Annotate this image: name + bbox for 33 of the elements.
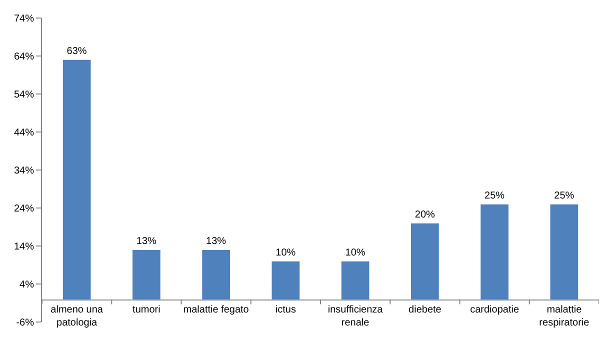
x-tick-label: malattie respiratorie xyxy=(539,304,590,328)
data-label: 13% xyxy=(136,236,156,247)
y-tick-label: 14% xyxy=(14,242,34,253)
bar xyxy=(341,261,370,300)
y-tick-label: 4% xyxy=(20,280,34,291)
x-tick-label: insufficienza renale xyxy=(328,304,384,328)
bar xyxy=(132,250,160,300)
data-label: 25% xyxy=(484,190,505,202)
bar xyxy=(411,223,439,300)
x-tick-label: cardiopatie xyxy=(470,304,520,316)
y-tick-label: 74% xyxy=(14,14,34,25)
data-label: 10% xyxy=(276,247,296,258)
x-tick-label: tumori xyxy=(132,304,160,316)
bar xyxy=(62,60,91,300)
y-tick-label: 64% xyxy=(14,52,34,63)
data-label: 13% xyxy=(206,236,226,247)
data-label: 10% xyxy=(345,247,366,258)
bar xyxy=(480,204,508,300)
data-label: 25% xyxy=(554,190,574,202)
y-tick-label: 34% xyxy=(14,166,34,177)
x-tick-label: almeno una patologia xyxy=(50,304,104,328)
y-tick-label: 24% xyxy=(14,204,34,215)
x-tick-label: ictus xyxy=(275,304,296,316)
data-label: 20% xyxy=(414,209,435,220)
y-tick-label: -6% xyxy=(16,318,34,329)
data-label: 63% xyxy=(66,46,87,57)
x-tick-label: malattie fegato xyxy=(183,304,250,316)
bar xyxy=(550,204,578,300)
y-tick-label: 44% xyxy=(14,128,34,139)
bar xyxy=(202,250,230,300)
x-tick-label: diebete xyxy=(408,304,442,316)
bar xyxy=(272,261,300,300)
y-tick-label: 54% xyxy=(14,90,34,101)
